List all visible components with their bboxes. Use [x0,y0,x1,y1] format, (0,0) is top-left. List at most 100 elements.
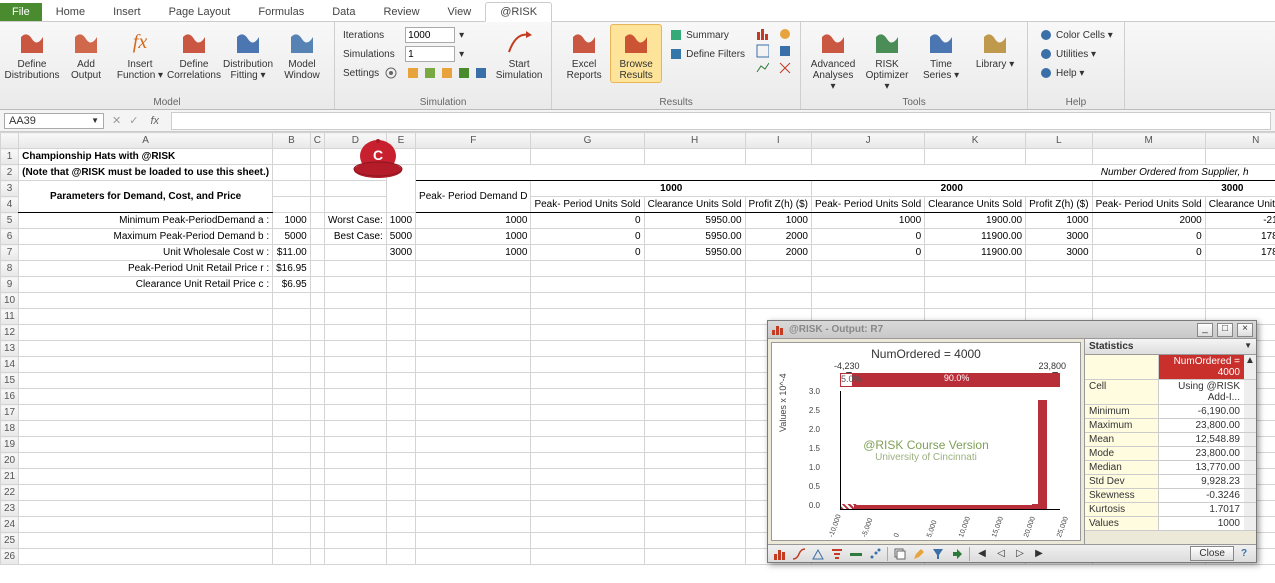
cell[interactable] [310,517,324,533]
cell[interactable] [925,149,1026,165]
cell[interactable] [925,293,1026,309]
cell[interactable] [273,501,311,517]
results-icon-b[interactable] [754,43,770,59]
cell[interactable]: 1000 [386,213,415,229]
row-header[interactable]: 2 [1,165,19,181]
tb-edit-icon[interactable] [910,546,928,562]
cell[interactable] [1092,261,1205,277]
cell[interactable] [531,469,644,485]
row-header[interactable]: 4 [1,197,19,213]
cell[interactable] [324,341,386,357]
cell[interactable] [310,373,324,389]
col-header[interactable]: M [1092,133,1205,149]
cell[interactable] [273,181,311,197]
distribution-button[interactable]: Distribution Fitting ▾ [222,24,274,83]
cell[interactable] [531,149,644,165]
cell[interactable] [310,437,324,453]
cell[interactable] [416,469,531,485]
cell[interactable] [531,485,644,501]
cell[interactable] [416,421,531,437]
row-header[interactable]: 20 [1,453,19,469]
cell[interactable] [644,501,745,517]
cell[interactable] [310,485,324,501]
cell[interactable]: Profit Z(h) ($) [1026,197,1092,213]
cell[interactable]: 1000 [273,213,311,229]
row-header[interactable]: 18 [1,421,19,437]
cell[interactable]: 3000 [1026,229,1092,245]
cell[interactable] [386,453,415,469]
cell[interactable]: 1000 [416,245,531,261]
results-icon-f[interactable] [776,60,792,76]
colorcells-item[interactable]: Color Cells ▾ [1036,26,1116,44]
col-header[interactable]: J [812,133,925,149]
cell[interactable] [310,277,324,293]
cell[interactable]: 5950.00 [644,245,745,261]
col-header[interactable]: A [19,133,273,149]
cell[interactable] [386,293,415,309]
cell[interactable] [273,389,311,405]
row-header[interactable]: 22 [1,485,19,501]
cell[interactable] [644,405,745,421]
cell[interactable] [531,357,644,373]
cell[interactable] [19,405,273,421]
row-header[interactable]: 23 [1,501,19,517]
summary-item[interactable]: Summary [666,26,748,44]
tab-view[interactable]: View [434,3,486,21]
row-header[interactable]: 11 [1,309,19,325]
insert-button[interactable]: fxInsert Function ▾ [114,24,166,83]
cell[interactable] [19,501,273,517]
tb-replace-icon[interactable] [948,546,966,562]
cell[interactable] [1205,293,1275,309]
cell[interactable] [644,421,745,437]
cell[interactable] [644,325,745,341]
cell[interactable] [324,149,386,165]
cell[interactable]: 1000 [1026,213,1092,229]
cell[interactable] [273,453,311,469]
cell[interactable] [531,261,644,277]
row-header[interactable]: 15 [1,373,19,389]
cell[interactable] [386,309,415,325]
cell[interactable] [324,421,386,437]
cell[interactable] [531,325,644,341]
cell[interactable] [644,293,745,309]
cell[interactable] [324,517,386,533]
cell[interactable]: 3000 [386,245,415,261]
cell[interactable] [745,293,811,309]
cell[interactable]: 0 [1092,229,1205,245]
model-button[interactable]: Model Window [276,24,328,83]
cell[interactable] [19,389,273,405]
cell[interactable] [531,389,644,405]
cell[interactable] [386,437,415,453]
cell[interactable] [273,485,311,501]
row-header[interactable]: 21 [1,469,19,485]
cell[interactable] [324,389,386,405]
row-header[interactable]: 14 [1,357,19,373]
cell[interactable]: 0 [1092,245,1205,261]
cell[interactable]: Minimum Peak-PeriodDemand a : [19,213,273,229]
cell[interactable]: 2000 [745,229,811,245]
cell[interactable] [386,149,415,165]
row-header[interactable]: 13 [1,341,19,357]
tab-review[interactable]: Review [369,3,433,21]
excel-button[interactable]: Excel Reports [558,24,610,83]
cell[interactable] [310,149,324,165]
cell[interactable] [310,421,324,437]
cell[interactable] [644,309,745,325]
results-icon-d[interactable] [776,26,792,42]
cell[interactable] [416,453,531,469]
cell[interactable]: 3000 [1026,245,1092,261]
cell[interactable]: 2000 [745,245,811,261]
cell[interactable] [324,501,386,517]
row-header[interactable]: 9 [1,277,19,293]
cell[interactable] [386,469,415,485]
tb-nav-first-icon[interactable]: ◀ [973,546,991,562]
cell[interactable] [812,261,925,277]
cell[interactable] [531,309,644,325]
cell[interactable] [416,405,531,421]
cell[interactable] [324,325,386,341]
cell[interactable] [273,373,311,389]
cell[interactable] [19,357,273,373]
enter-icon[interactable]: ✓ [125,114,142,127]
cell[interactable] [416,325,531,341]
cell[interactable] [531,501,644,517]
